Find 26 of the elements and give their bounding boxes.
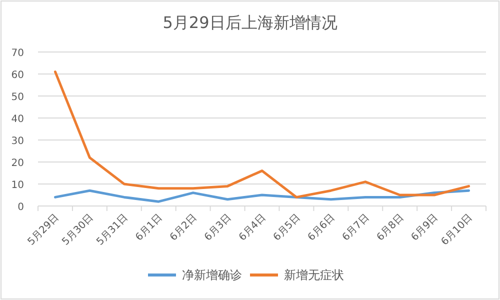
- x-tick-label: 6月4日: [237, 212, 268, 244]
- chart-title: 5月29日后上海新增情况: [162, 13, 338, 32]
- x-tick-label: 6月10日: [439, 212, 475, 248]
- x-tick-label: 6月7日: [340, 212, 372, 244]
- y-tick-label: 50: [11, 92, 24, 103]
- x-tick-label: 5月30日: [60, 212, 96, 248]
- y-tick-label: 40: [11, 114, 24, 125]
- y-tick-label: 60: [11, 70, 24, 81]
- line-series: [54, 70, 470, 198]
- y-tick-label: 70: [11, 48, 24, 59]
- x-tick-label: 5月29日: [26, 212, 62, 248]
- x-tick-label: 6月6日: [306, 212, 338, 244]
- x-tick-label: 6月9日: [410, 212, 440, 244]
- x-tick-label: 6月1日: [134, 212, 165, 244]
- y-tick-label: 10: [11, 180, 24, 191]
- y-tick-label: 0: [18, 202, 24, 213]
- legend-label: 净新增确诊: [182, 268, 242, 282]
- x-tick-label: 6月3日: [202, 212, 234, 244]
- y-tick-label: 20: [11, 158, 24, 169]
- x-tick-label: 6月8日: [375, 212, 406, 244]
- legend-label: 新增无症状: [284, 268, 344, 282]
- x-tick-label: 5月31日: [94, 212, 130, 248]
- x-tick-label: 6月2日: [168, 212, 200, 244]
- y-tick-label: 30: [11, 136, 24, 147]
- line-series: [54, 189, 470, 203]
- x-tick-label: 6月5日: [272, 212, 303, 244]
